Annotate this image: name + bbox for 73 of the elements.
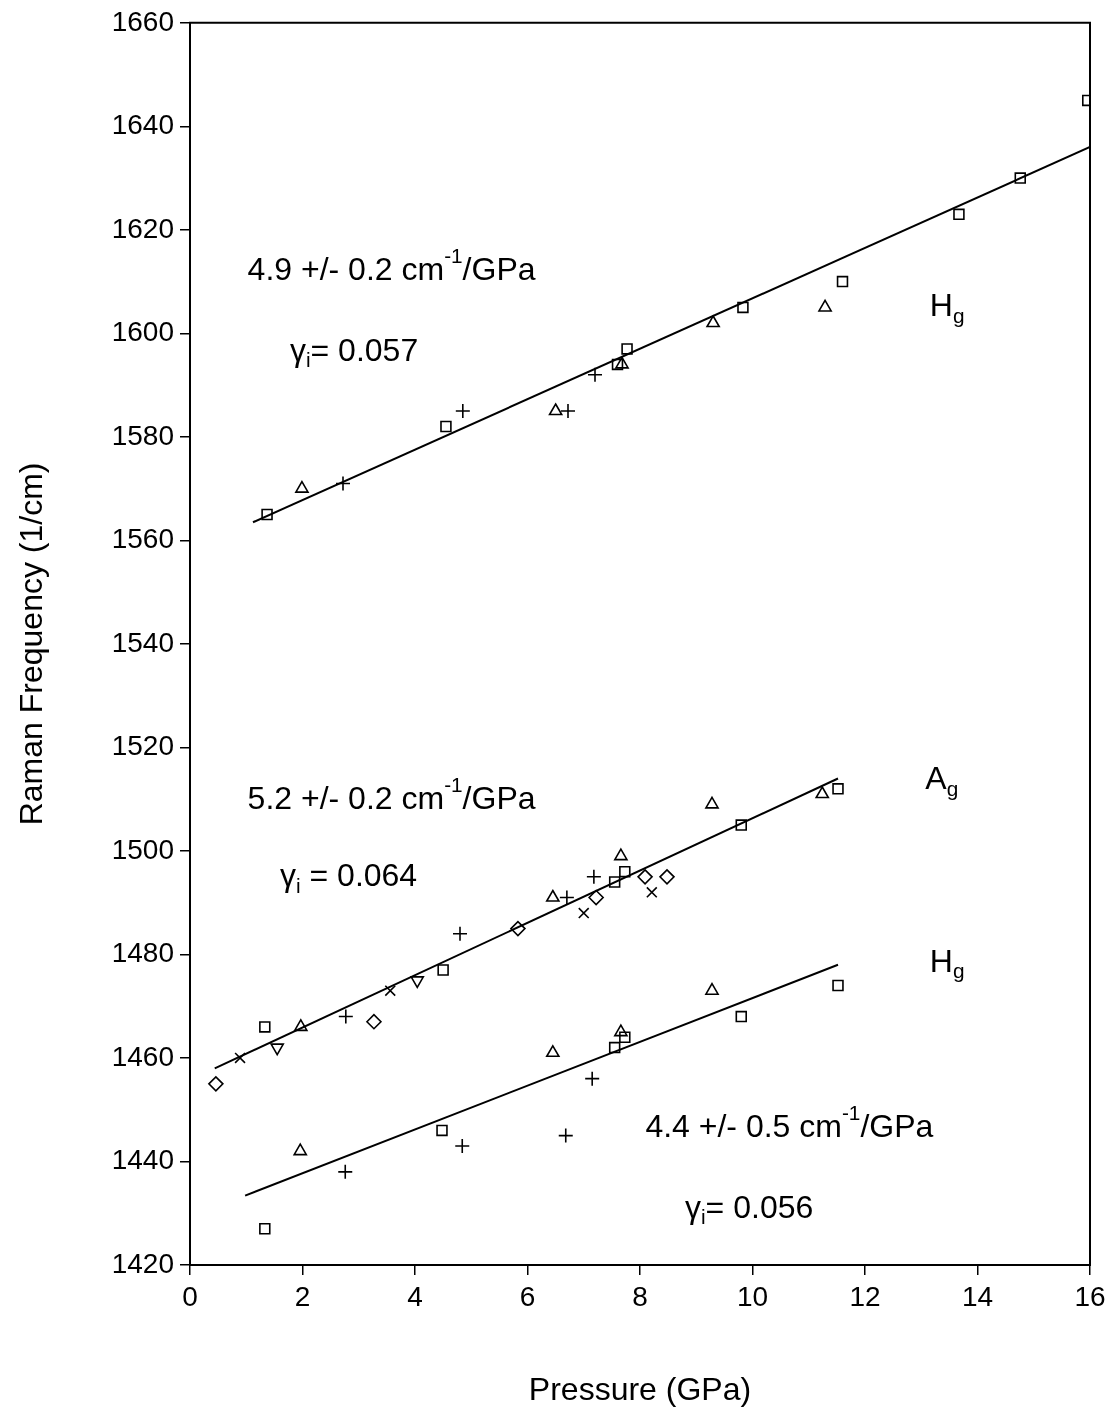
point xyxy=(559,889,575,906)
y-tick-label: 1460 xyxy=(111,1040,174,1072)
point xyxy=(619,1031,631,1044)
point xyxy=(578,907,590,919)
point xyxy=(510,920,526,937)
x-tick-label: 12 xyxy=(849,1280,881,1312)
point xyxy=(735,1010,747,1023)
point xyxy=(705,796,719,809)
x-tick-label: 4 xyxy=(407,1280,423,1312)
point xyxy=(611,358,624,371)
x-tick-label: 10 xyxy=(736,1280,769,1312)
point xyxy=(614,1024,628,1037)
point xyxy=(818,299,832,312)
point xyxy=(953,208,965,221)
point xyxy=(619,865,631,878)
x-tick-label: 2 xyxy=(294,1280,311,1312)
point xyxy=(437,964,449,976)
point xyxy=(637,869,653,885)
point xyxy=(548,403,563,416)
point xyxy=(259,1223,271,1235)
point xyxy=(584,1070,600,1087)
point xyxy=(454,1138,471,1154)
y-tick-label: 1580 xyxy=(111,419,174,451)
y-tick-label: 1480 xyxy=(111,937,174,969)
point xyxy=(615,356,629,369)
y-tick-label: 1420 xyxy=(111,1247,174,1279)
point xyxy=(337,1164,354,1180)
y-tick-label: 1440 xyxy=(111,1144,174,1176)
point xyxy=(545,1044,560,1058)
point xyxy=(293,1019,308,1032)
point xyxy=(659,869,675,885)
y-axis-title: Raman Frequency (1/cm) xyxy=(13,462,50,826)
point xyxy=(545,889,560,902)
point xyxy=(836,275,849,288)
point xyxy=(608,1041,621,1054)
point xyxy=(208,1076,224,1092)
y-tick-label: 1540 xyxy=(111,626,174,658)
point xyxy=(815,786,830,799)
y-tick-label: 1500 xyxy=(111,833,174,865)
point xyxy=(832,783,844,795)
point xyxy=(735,819,747,831)
point xyxy=(1014,172,1026,184)
point xyxy=(557,1127,574,1144)
point xyxy=(261,508,273,521)
y-tick-label: 1560 xyxy=(111,523,174,555)
y-tick-label: 1520 xyxy=(111,730,174,762)
point xyxy=(706,315,720,328)
point xyxy=(608,876,621,888)
y-tick-label: 1640 xyxy=(111,109,174,141)
x-tick-label: 6 xyxy=(519,1280,536,1312)
point xyxy=(338,1008,354,1025)
point xyxy=(737,301,749,314)
x-tick-label: 8 xyxy=(632,1280,648,1312)
point xyxy=(293,1143,308,1156)
point xyxy=(384,984,396,997)
y-tick-label: 1600 xyxy=(111,316,174,348)
x-tick-label: 0 xyxy=(182,1280,198,1312)
y-tick-label: 1620 xyxy=(111,212,174,244)
point xyxy=(366,1013,382,1030)
x-tick-label: 14 xyxy=(961,1280,994,1312)
point xyxy=(646,886,658,899)
point xyxy=(259,1021,271,1033)
point xyxy=(621,343,633,355)
x-axis-title: Pressure (GPa) xyxy=(528,1370,752,1407)
point xyxy=(832,979,844,992)
point xyxy=(705,982,719,995)
point xyxy=(588,889,604,906)
x-tick-label: 16 xyxy=(1074,1280,1106,1312)
point xyxy=(440,420,452,433)
point xyxy=(295,480,309,493)
y-tick-label: 1660 xyxy=(111,5,174,37)
point xyxy=(614,848,628,861)
point xyxy=(436,1124,448,1137)
